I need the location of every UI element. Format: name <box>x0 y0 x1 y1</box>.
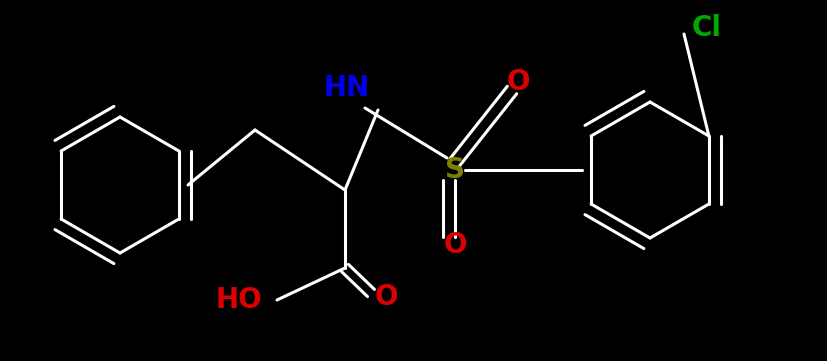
Text: O: O <box>506 68 530 96</box>
Text: HO: HO <box>215 286 262 314</box>
Text: S: S <box>445 156 465 184</box>
Text: O: O <box>443 231 466 259</box>
Text: Cl: Cl <box>692 14 722 42</box>
Text: O: O <box>375 283 399 311</box>
Text: HN: HN <box>323 74 370 102</box>
